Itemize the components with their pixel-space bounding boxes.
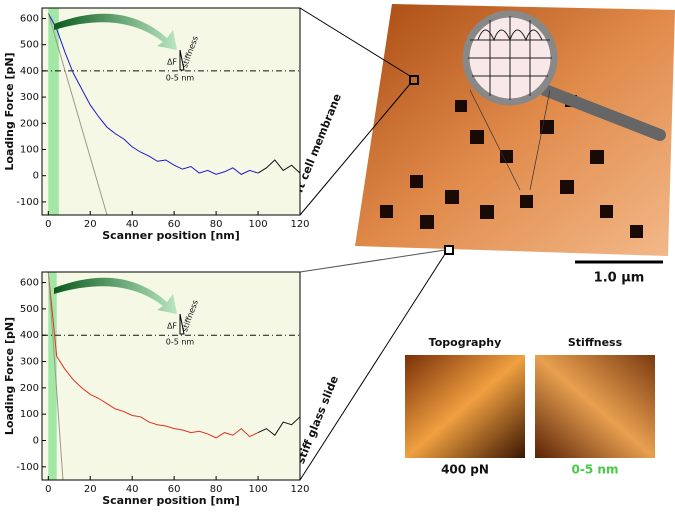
afm-image — [355, 4, 675, 256]
topography-map — [405, 355, 525, 458]
arrow — [54, 277, 177, 314]
x-tick-label: 80 — [210, 484, 223, 495]
roi-soft — [409, 75, 419, 85]
map-title: Topography — [429, 336, 502, 349]
y-tick-label: 100 — [20, 144, 39, 155]
y-tick-label: 500 — [20, 40, 39, 51]
x-axis-label: Scanner position [nm] — [102, 494, 240, 507]
annotation: 0-5 nm — [166, 74, 195, 83]
force-curve — [47, 271, 64, 481]
y-tick-label: 600 — [20, 13, 39, 24]
x-tick-label: 100 — [249, 219, 268, 230]
map-scale: 400 pN — [441, 463, 489, 477]
y-tick-label: 600 — [20, 278, 39, 289]
connector — [299, 253, 446, 481]
map-scale: 0-5 nm — [572, 463, 619, 477]
x-tick-label: 60 — [168, 484, 181, 495]
zoom-line — [469, 89, 521, 191]
connector — [299, 7, 411, 77]
x-tick-label: 120 — [290, 219, 309, 230]
annotation: 0-5 nm — [166, 338, 195, 347]
scale-label: 1.0 µm — [594, 271, 645, 286]
y-tick-label: -100 — [16, 462, 39, 473]
y-tick-label: 400 — [20, 66, 39, 77]
annotation: ΔF — [167, 58, 177, 67]
arrow — [54, 13, 177, 50]
y-tick-label: 300 — [20, 357, 39, 368]
x-tick-label: 40 — [126, 484, 139, 495]
map-title: Stiffness — [568, 336, 623, 349]
y-tick-label: 500 — [20, 304, 39, 315]
plot-frame — [41, 271, 301, 481]
roi-stiff — [444, 245, 454, 255]
zoom-line — [529, 89, 551, 191]
force-curve — [47, 13, 108, 216]
y-tick-label: 0 — [33, 436, 39, 447]
stiffness-triangle — [179, 313, 185, 335]
annotation: ΔF — [167, 322, 177, 331]
x-tick-label: 0 — [45, 484, 51, 495]
x-tick-label: 120 — [290, 484, 309, 495]
y-tick-label: 200 — [20, 383, 39, 394]
x-tick-label: 20 — [84, 484, 97, 495]
y-tick-label: 0 — [33, 171, 39, 182]
plot-frame — [41, 7, 301, 216]
x-tick-label: 100 — [249, 484, 268, 495]
y-axis-label: Loading Force [pN] — [3, 52, 16, 170]
force-curve — [257, 159, 301, 174]
y-tick-label: 200 — [20, 118, 39, 129]
force-curve — [257, 416, 301, 436]
connector — [299, 249, 446, 273]
y-axis-label: Loading Force [pN] — [3, 317, 16, 435]
stiffness-map — [535, 355, 655, 458]
x-tick-label: 20 — [84, 219, 97, 230]
y-tick-label: -100 — [16, 197, 39, 208]
y-tick-label: 300 — [20, 92, 39, 103]
force-curve — [47, 271, 259, 439]
force-curve — [47, 13, 259, 175]
magnifier-handle — [539, 84, 666, 141]
x-tick-label: 40 — [126, 219, 139, 230]
x-axis-label: Scanner position [nm] — [102, 229, 240, 242]
contact-band — [48, 272, 57, 480]
x-tick-label: 0 — [45, 219, 51, 230]
x-tick-label: 60 — [168, 219, 181, 230]
y-tick-label: 400 — [20, 330, 39, 341]
y-tick-label: 100 — [20, 409, 39, 420]
stiffness-triangle — [179, 49, 185, 71]
membrane-grid — [468, 16, 552, 100]
connector — [299, 83, 411, 216]
contact-band — [48, 8, 59, 215]
x-tick-label: 80 — [210, 219, 223, 230]
